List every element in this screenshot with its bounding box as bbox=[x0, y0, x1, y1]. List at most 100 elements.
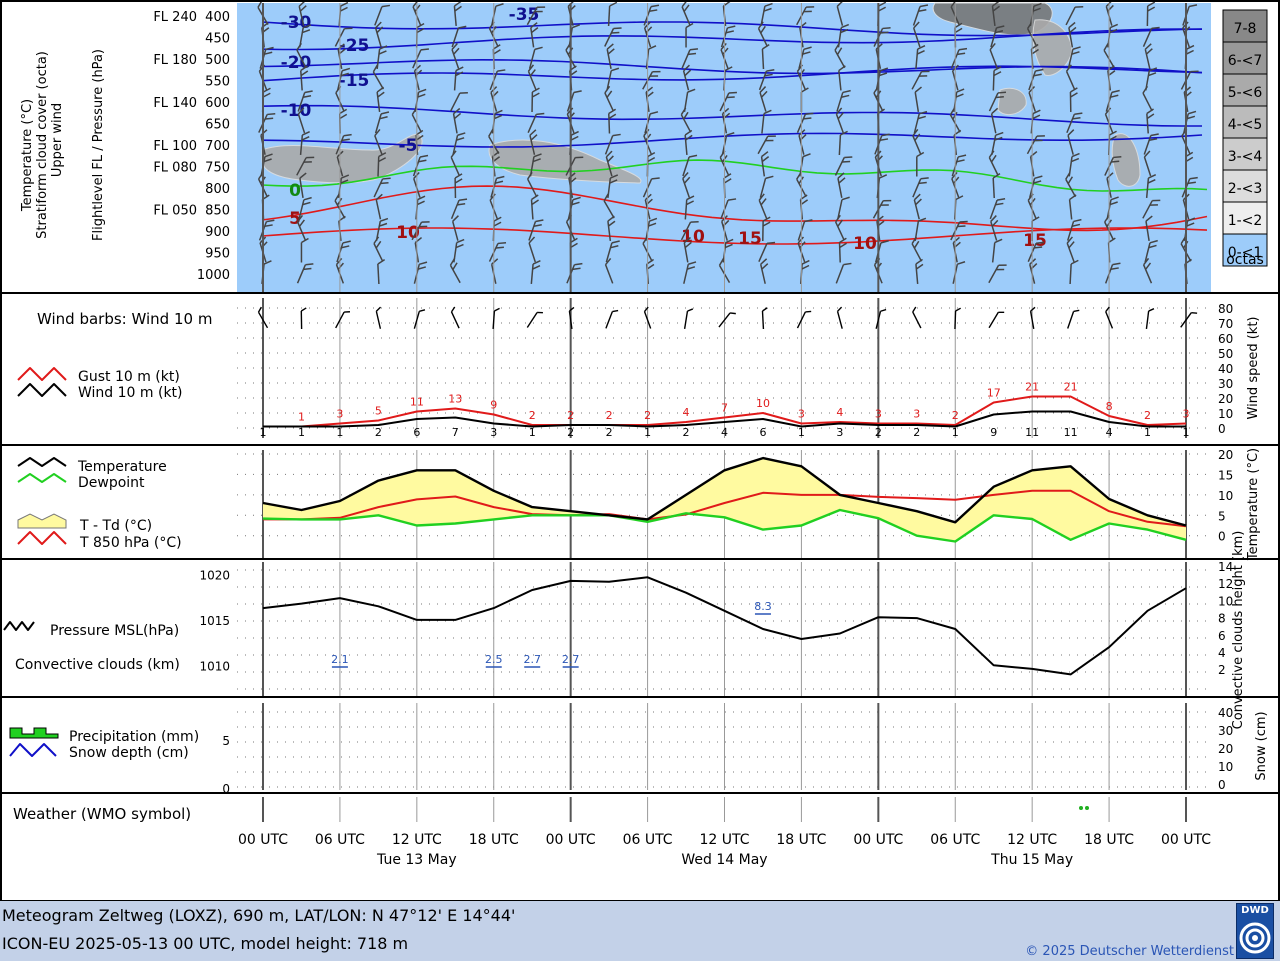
barb-staff bbox=[609, 114, 610, 134]
gust-value-label: 2 bbox=[567, 409, 574, 422]
pressure-tick-label: 950 bbox=[205, 247, 230, 262]
wind-value-label: 1 bbox=[644, 426, 651, 439]
isotherm-label: -15 bbox=[339, 71, 370, 91]
day-label: Thu 15 May bbox=[990, 852, 1073, 868]
gust-value-label: 3 bbox=[1183, 408, 1190, 421]
wind-ytick: 60 bbox=[1218, 332, 1233, 346]
barb-staff bbox=[378, 264, 379, 284]
time-tick-label: 06 UTC bbox=[930, 832, 980, 848]
barb-staff bbox=[840, 243, 841, 263]
legend-temp-icon bbox=[18, 458, 66, 466]
isotherm-label: -10 bbox=[281, 101, 312, 121]
gust-value-label: 3 bbox=[336, 408, 343, 421]
pressure-tick-label: 550 bbox=[205, 75, 230, 90]
pressure-ytick: 1020 bbox=[199, 569, 230, 583]
flight-level-label: FL 240 bbox=[153, 10, 197, 25]
cloud-scale-label: 5-<6 bbox=[1228, 85, 1263, 101]
wind-value-label: 1 bbox=[260, 426, 267, 439]
wind-value-label: 6 bbox=[759, 426, 766, 439]
precip-legend: Precipitation (mm) bbox=[69, 729, 199, 745]
pressure-tick-label: 500 bbox=[205, 53, 230, 68]
conv-ytick: 6 bbox=[1218, 629, 1226, 643]
gust-value-label: 2 bbox=[529, 409, 536, 422]
wind-value-label: 3 bbox=[490, 426, 497, 439]
upper-ylabel: Temperature (°C) bbox=[20, 99, 35, 212]
snow-ytick: 30 bbox=[1218, 724, 1233, 738]
wind-value-label: 3 bbox=[836, 426, 843, 439]
pressure-tick-label: 900 bbox=[205, 225, 230, 240]
isotherm-label: -35 bbox=[509, 5, 540, 25]
cloud-scale-label: 3-<4 bbox=[1228, 149, 1263, 165]
snow-ylabel: Snow (cm) bbox=[1254, 711, 1269, 780]
pressure-tick-label: 450 bbox=[205, 32, 230, 47]
gust-value-label: 4 bbox=[836, 406, 843, 419]
wind-value-label: 1 bbox=[952, 426, 959, 439]
temp-ytick: 10 bbox=[1218, 489, 1233, 503]
conv-cloud-label: 2.7 bbox=[562, 653, 580, 666]
wind-value-label: 4 bbox=[721, 426, 728, 439]
snow-ytick: 20 bbox=[1218, 742, 1233, 756]
temp-ytick: 15 bbox=[1218, 468, 1233, 482]
barb-staff bbox=[378, 157, 379, 177]
weather-symbol bbox=[1079, 806, 1083, 810]
gust-value-label: 11 bbox=[410, 396, 424, 409]
legend-dew-icon bbox=[18, 474, 66, 482]
barb-staff bbox=[762, 311, 763, 329]
wind-value-label: 2 bbox=[606, 426, 613, 439]
copyright: © 2025 Deutscher Wetterdienst bbox=[1025, 944, 1234, 959]
cloud-scale-label: 2-<3 bbox=[1228, 181, 1263, 197]
wind-ytick: 70 bbox=[1218, 317, 1233, 331]
wind-value-label: 1 bbox=[798, 426, 805, 439]
pressure-tick-label: 750 bbox=[205, 161, 230, 176]
barb-staff bbox=[993, 178, 994, 198]
snow-legend: Snow depth (cm) bbox=[69, 745, 189, 761]
legend-spread-icon bbox=[18, 514, 66, 528]
legend-precip-icon bbox=[10, 728, 58, 738]
wind-value-label: 2 bbox=[683, 426, 690, 439]
legend-gust-icon bbox=[18, 368, 66, 380]
flight-level-label: FL 140 bbox=[153, 96, 197, 111]
conv-ylabel: Convective clouds height (km) bbox=[1231, 531, 1246, 730]
upper-ylabel: Upper wind bbox=[50, 103, 65, 177]
wind-ytick: 20 bbox=[1218, 392, 1233, 406]
wind-ytick: 40 bbox=[1218, 362, 1233, 376]
barb-staff bbox=[993, 71, 994, 91]
weather-title: Weather (WMO symbol) bbox=[13, 805, 191, 823]
pressure-tick-label: 700 bbox=[205, 139, 230, 154]
cloud-scale-label: 6-<7 bbox=[1228, 53, 1263, 69]
isotherm-label: -30 bbox=[281, 13, 312, 33]
wind-legend-gust: Gust 10 m (kt) bbox=[78, 369, 180, 385]
isotherm-label: -20 bbox=[281, 53, 312, 73]
gust-value-label: 5 bbox=[375, 405, 382, 418]
gust-value-label: 9 bbox=[490, 399, 497, 412]
pressure-ytick: 1010 bbox=[199, 659, 230, 673]
temp-ytick: 0 bbox=[1218, 530, 1226, 544]
barb-staff bbox=[762, 49, 763, 69]
time-tick-label: 00 UTC bbox=[1161, 832, 1211, 848]
legend-t850-icon bbox=[18, 532, 66, 544]
gust-value-label: 3 bbox=[913, 408, 920, 421]
time-tick-label: 18 UTC bbox=[1084, 832, 1134, 848]
gust-value-label: 10 bbox=[756, 397, 770, 410]
legend-snow-icon bbox=[10, 744, 56, 756]
gust-value-label: 3 bbox=[798, 408, 805, 421]
gust-value-label: 13 bbox=[448, 393, 462, 406]
day-label: Wed 14 May bbox=[681, 852, 767, 868]
temp-legend-t850: T 850 hPa (°C) bbox=[79, 535, 182, 551]
dwd-logo: DWD bbox=[1236, 903, 1274, 959]
cloud-scale-label: 1-<2 bbox=[1228, 213, 1263, 229]
gust-value-label: 21 bbox=[1064, 381, 1078, 394]
barb-staff bbox=[955, 311, 956, 329]
wind-ytick: 0 bbox=[1218, 422, 1226, 436]
pressure-tick-label: 650 bbox=[205, 118, 230, 133]
cloud-scale-label: 4-<5 bbox=[1228, 117, 1263, 133]
conv-legend: Convective clouds (km) bbox=[15, 657, 180, 673]
wind-value-label: 1 bbox=[1183, 426, 1190, 439]
pressure-ytick: 1015 bbox=[199, 614, 230, 628]
time-tick-label: 00 UTC bbox=[853, 832, 903, 848]
legend-pressure-icon bbox=[4, 622, 34, 630]
upper-ylabel: Flightlevel FL / Pressure (hPa) bbox=[91, 49, 106, 241]
wind-value-label: 2 bbox=[875, 426, 882, 439]
dwd-logo-text: DWD bbox=[1237, 905, 1273, 916]
